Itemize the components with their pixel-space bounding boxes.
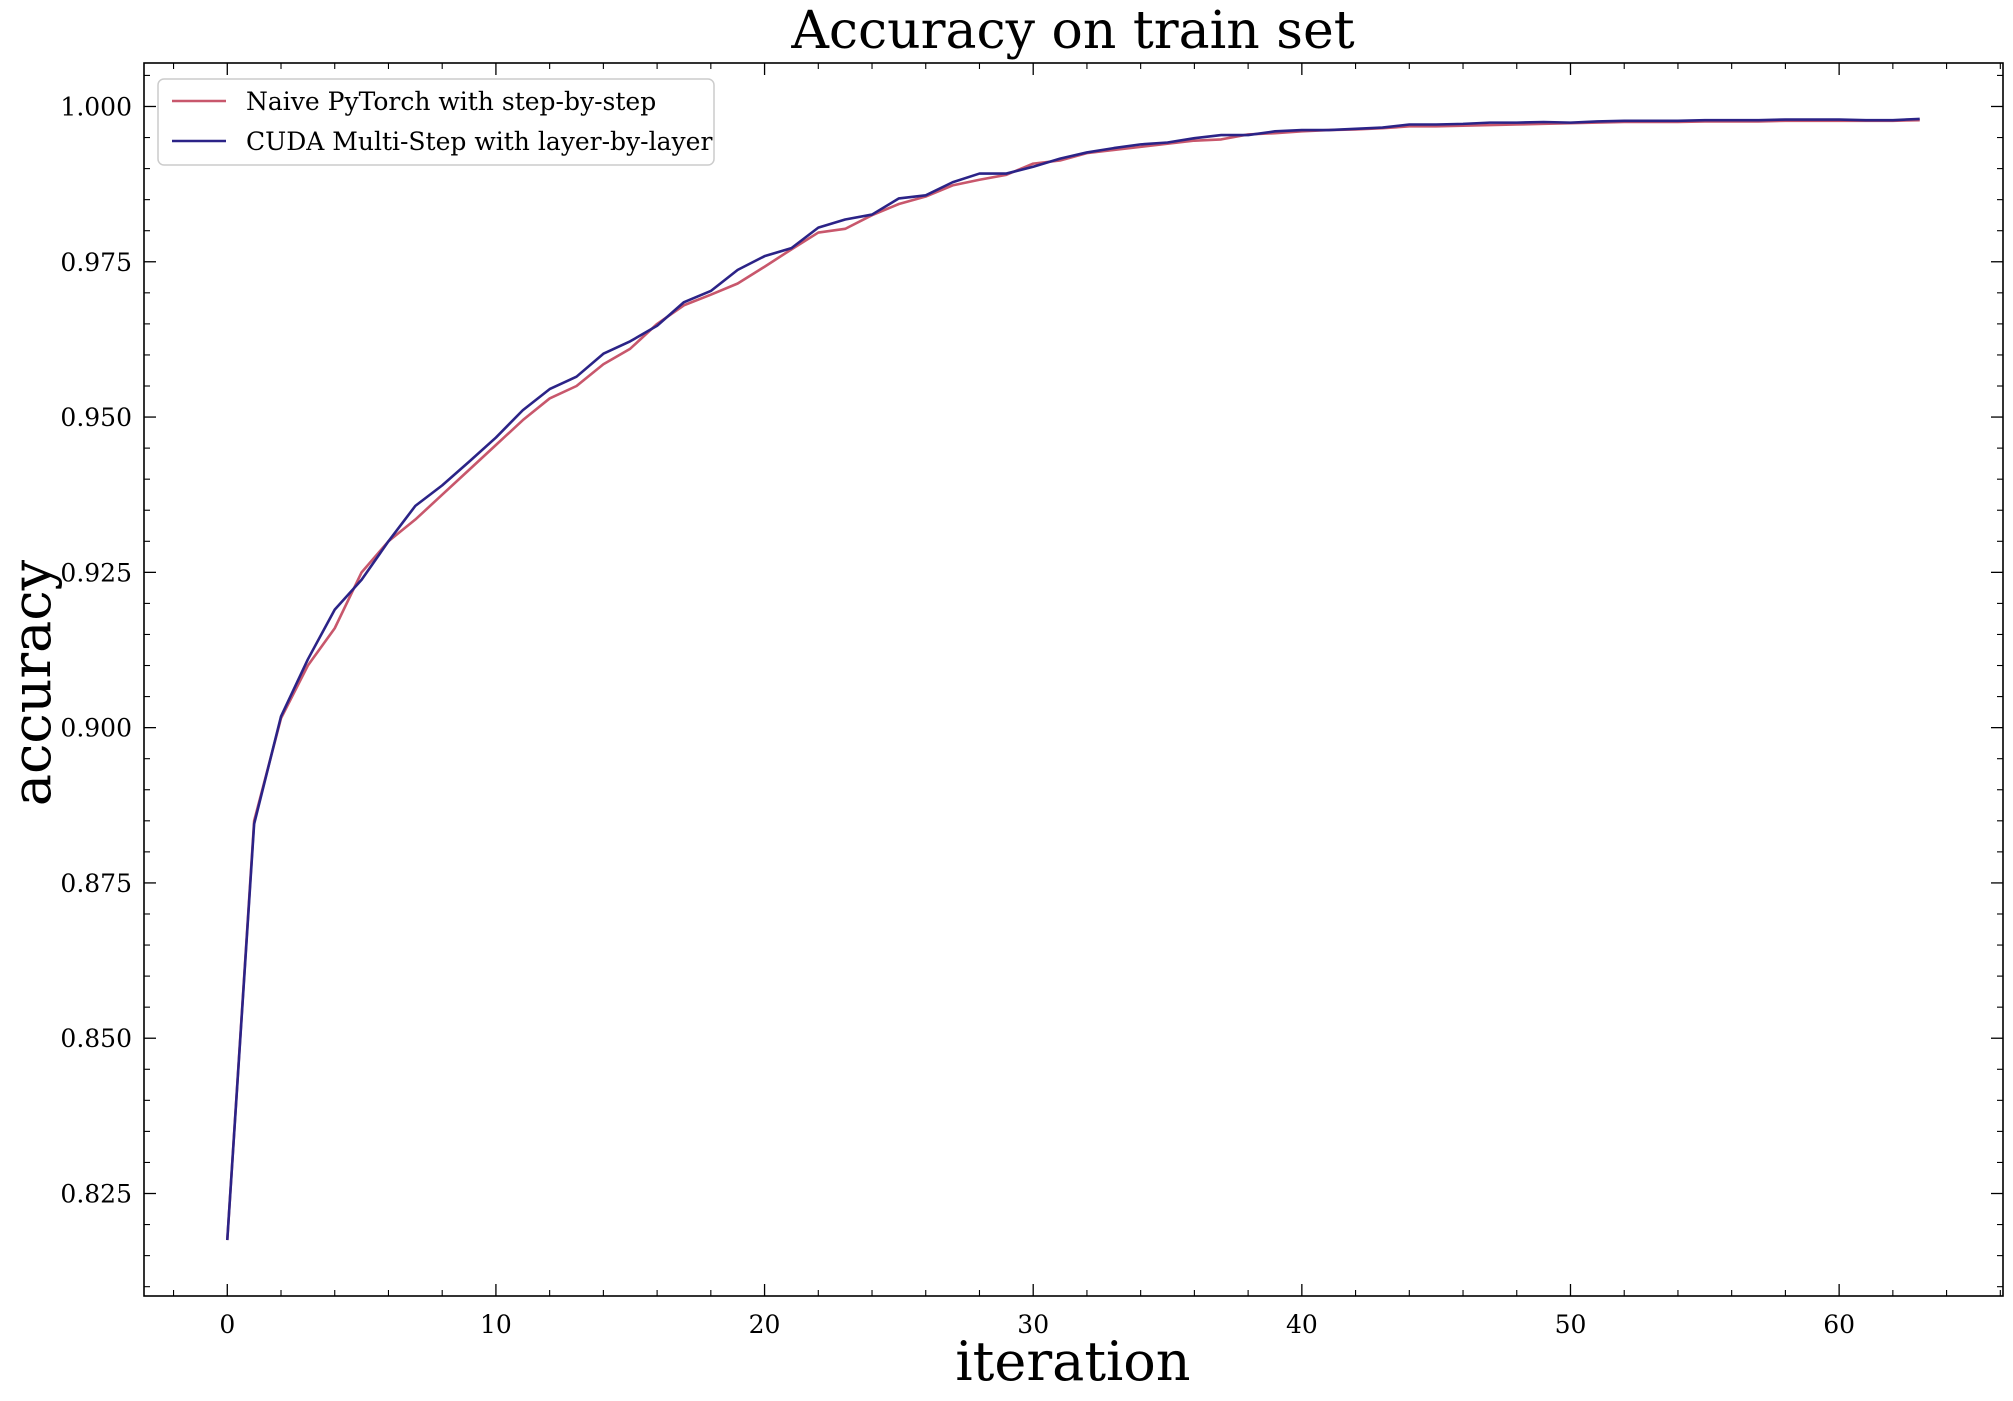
plot-axes: 0 10 20 30 40 50 60 0.825 0.850 0.875 0.900 0.925 0.… <box>60 62 2004 1339</box>
x-tick-label: 10 <box>480 1310 512 1339</box>
chart-title: Accuracy on train set <box>790 1 1354 61</box>
x-tick-label: 60 <box>1823 1310 1855 1339</box>
x-tick-label: 50 <box>1555 1310 1587 1339</box>
legend-label-2: CUDA Multi-Step with layer-by-layer <box>246 127 712 156</box>
y-tick-label: 0.825 <box>60 1180 132 1209</box>
legend-label-1: Naive PyTorch with step-by-step <box>246 87 656 116</box>
legend: Naive PyTorch with step-by-step CUDA Mult… <box>157 78 715 166</box>
y-tick-label: 0.925 <box>60 558 132 587</box>
legend-box <box>157 78 715 166</box>
series-line-1 <box>225 118 1920 1241</box>
y-tick-label: 0.975 <box>60 248 132 277</box>
x-tick-label: 0 <box>219 1310 235 1339</box>
y-tick-label: 0.950 <box>60 403 132 432</box>
plot-frame <box>143 62 2004 1297</box>
plot-series <box>225 117 1920 1241</box>
x-tick-label: 40 <box>1286 1310 1318 1339</box>
series-line-2 <box>225 117 1920 1241</box>
y-tick-label: 0.875 <box>60 869 132 898</box>
x-tick-label: 20 <box>749 1310 781 1339</box>
y-tick-label: 0.900 <box>60 714 132 743</box>
y-axis-title: accuracy <box>0 559 63 806</box>
x-tick-label: 30 <box>1017 1310 1049 1339</box>
x-axis-title: iteration <box>955 1330 1190 1393</box>
y-tick-label: 1.000 <box>60 92 132 121</box>
y-tick-label: 0.850 <box>60 1024 132 1053</box>
